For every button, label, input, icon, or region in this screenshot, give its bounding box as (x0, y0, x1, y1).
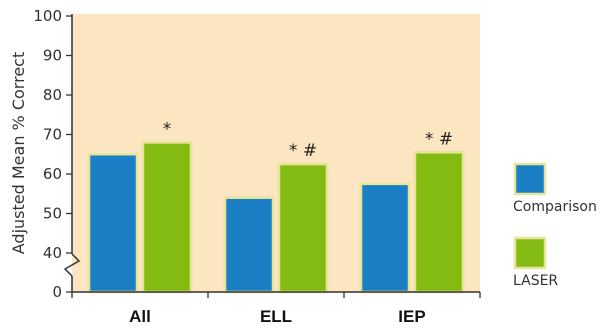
x-axis-labels: All ELL IEP (129, 307, 426, 326)
x-category-label: IEP (398, 307, 425, 326)
plot-background (72, 14, 480, 292)
legend-swatch-laser (513, 236, 547, 270)
bars (87, 141, 465, 294)
significance-marker: * (163, 119, 172, 139)
y-tick-label: 90 (43, 47, 62, 65)
y-tick-label: 60 (43, 165, 62, 183)
significance-annotations: * * # * # (163, 119, 453, 161)
bar-comparison-iep (359, 182, 411, 294)
y-tick-label: 80 (43, 86, 62, 104)
legend-label-laser: LASER (513, 273, 558, 289)
significance-marker: * # (425, 129, 453, 149)
bar-comparison-all (87, 153, 139, 294)
legend-swatch-comparison (513, 162, 547, 196)
y-tick-label: 0 (52, 283, 62, 301)
bar-laser-iep (413, 151, 465, 294)
x-category-label: All (129, 307, 151, 326)
x-category-label: ELL (260, 307, 292, 326)
y-tick-label: 100 (33, 7, 62, 25)
bar-laser-ell (277, 162, 329, 294)
y-axis-title: Adjusted Mean % Correct (9, 52, 28, 254)
legend: Comparison LASER (513, 162, 597, 289)
significance-marker: * # (289, 141, 317, 161)
y-tick-label: 70 (43, 126, 62, 144)
y-tick-label: 40 (43, 244, 62, 262)
y-axis-ticks: 0 40 50 60 70 80 90 100 (33, 7, 72, 301)
bar-laser-all (141, 141, 193, 294)
y-tick-label: 50 (43, 205, 62, 223)
bar-comparison-ell (223, 196, 275, 294)
axes (63, 14, 481, 298)
legend-label-comparison: Comparison (513, 199, 597, 215)
axis-break-mark (63, 253, 81, 277)
